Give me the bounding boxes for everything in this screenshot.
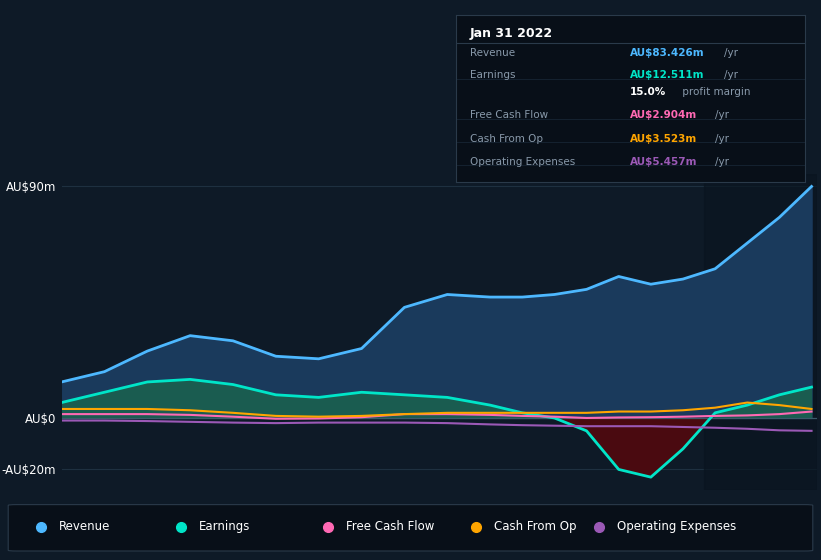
Text: /yr: /yr <box>715 110 729 120</box>
Text: Revenue: Revenue <box>470 49 515 58</box>
Text: Cash From Op: Cash From Op <box>494 520 576 533</box>
Text: Free Cash Flow: Free Cash Flow <box>346 520 435 533</box>
Text: Cash From Op: Cash From Op <box>470 134 543 143</box>
Text: Free Cash Flow: Free Cash Flow <box>470 110 548 120</box>
Text: AU$12.511m: AU$12.511m <box>631 70 704 80</box>
FancyBboxPatch shape <box>8 505 813 551</box>
Text: AU$2.904m: AU$2.904m <box>631 110 697 120</box>
Text: Earnings: Earnings <box>199 520 250 533</box>
Text: Operating Expenses: Operating Expenses <box>617 520 736 533</box>
Text: AU$3.523m: AU$3.523m <box>631 134 697 143</box>
Text: Jan 31 2022: Jan 31 2022 <box>470 27 553 40</box>
Text: AU$5.457m: AU$5.457m <box>631 157 698 167</box>
Bar <box>704 174 817 490</box>
Text: /yr: /yr <box>715 157 729 167</box>
Text: /yr: /yr <box>724 70 738 80</box>
Text: Operating Expenses: Operating Expenses <box>470 157 575 167</box>
Text: /yr: /yr <box>715 134 729 143</box>
Text: Earnings: Earnings <box>470 70 515 80</box>
Text: Revenue: Revenue <box>59 520 111 533</box>
Text: /yr: /yr <box>724 49 738 58</box>
Text: AU$83.426m: AU$83.426m <box>631 49 704 58</box>
Text: profit margin: profit margin <box>679 87 750 97</box>
Text: 15.0%: 15.0% <box>631 87 667 97</box>
